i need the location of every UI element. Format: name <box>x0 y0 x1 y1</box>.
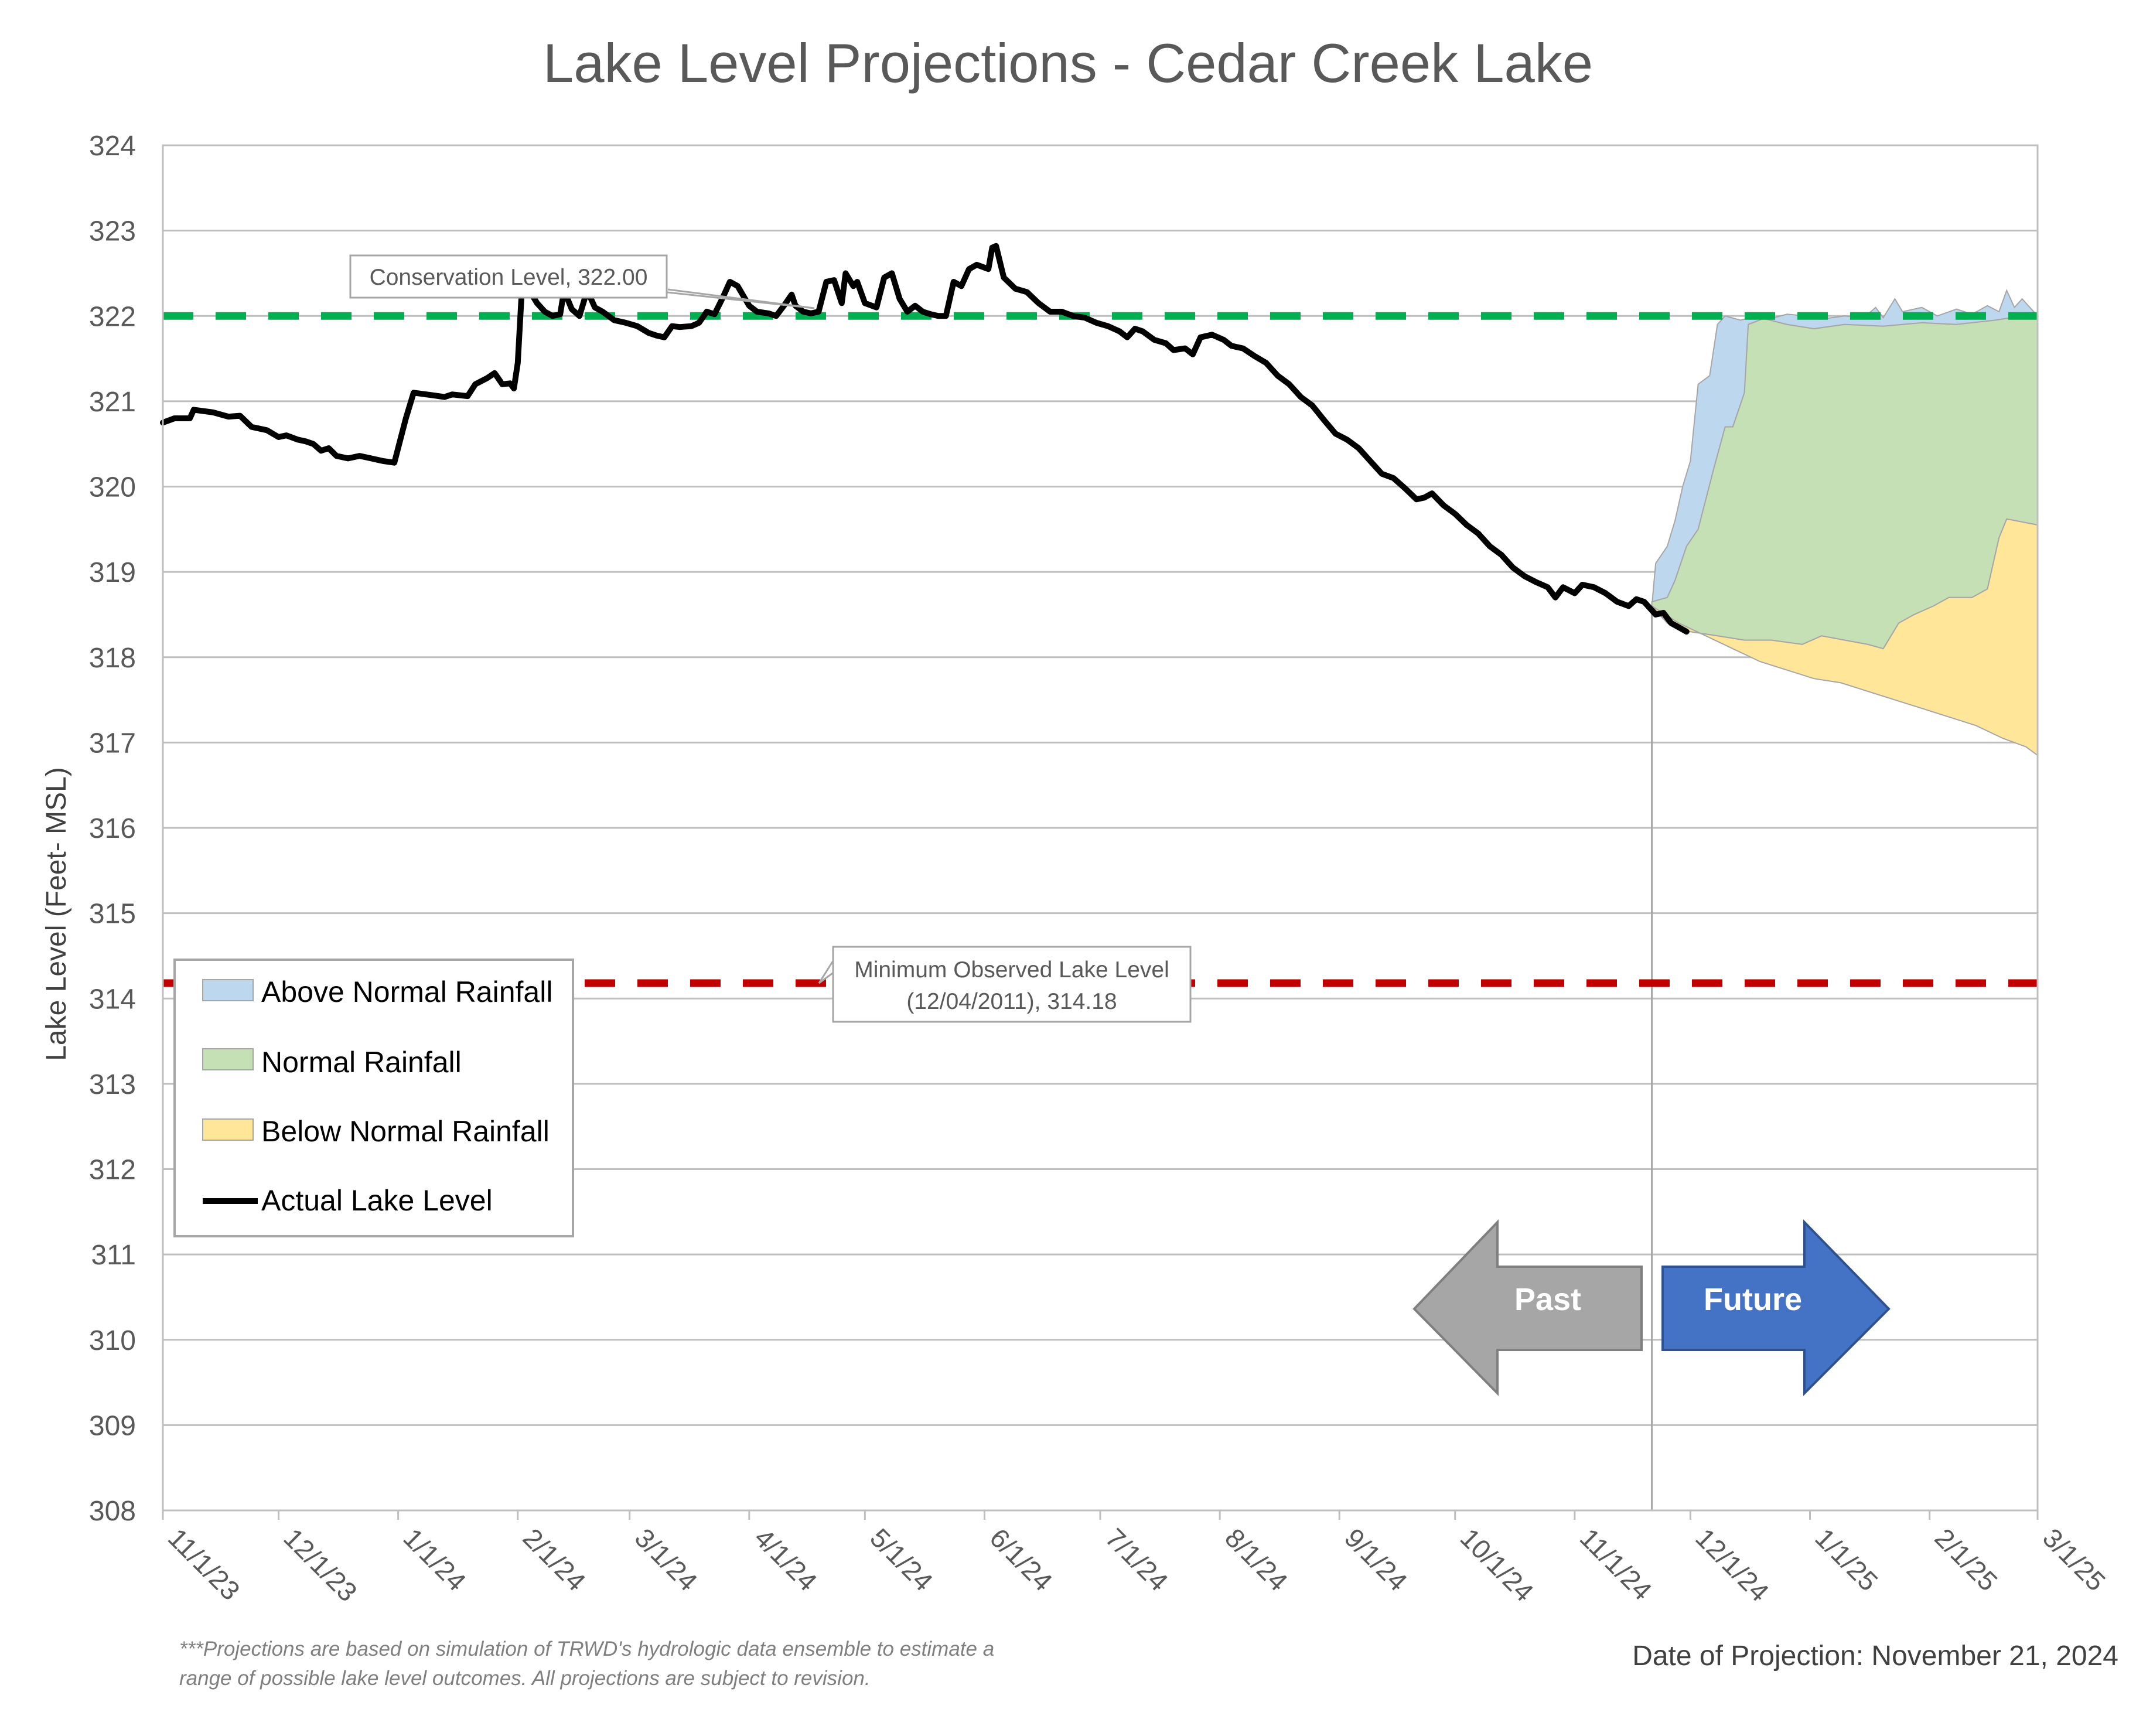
actual-lake-level <box>160 243 1690 635</box>
y-tick-label-312: 312 <box>89 1155 136 1186</box>
legend-label-below-normal: Below Normal Rainfall <box>261 1115 550 1148</box>
area-below-normal <box>1651 518 2038 757</box>
y-tick-label-309: 309 <box>89 1410 136 1441</box>
minimum-level-label-line1: Minimum Observed Lake Level <box>854 957 1169 983</box>
y-tick-label-319: 319 <box>89 557 136 588</box>
past-arrow: Past <box>1412 1219 1643 1396</box>
y-tick-label-317: 317 <box>89 728 136 759</box>
future-arrow: Future <box>1661 1219 1891 1396</box>
conservation-label: Conservation Level, 322.00 <box>370 265 648 290</box>
legend: Above Normal Rainfall Normal Rainfall Be… <box>173 959 574 1237</box>
legend-swatch-below-normal <box>202 1118 254 1141</box>
y-tick-label-324: 324 <box>89 131 136 162</box>
y-tick-label-314: 314 <box>89 984 136 1015</box>
y-tick-label-313: 313 <box>89 1069 136 1100</box>
y-tick-label-308: 308 <box>89 1496 136 1527</box>
y-tick-label-321: 321 <box>89 387 136 418</box>
y-axis-label: Lake Level (Feet- MSL) <box>41 767 72 1061</box>
legend-swatch-above-normal <box>202 979 254 1001</box>
y-tick-label-310: 310 <box>89 1325 136 1356</box>
y-tick-label-323: 323 <box>89 216 136 247</box>
projection-date: Date of Projection: November 21, 2024 <box>1632 1640 2118 1672</box>
future-label: Future <box>1704 1282 1802 1317</box>
projection-areas <box>1651 288 2039 1510</box>
y-tick-label-320: 320 <box>89 472 136 503</box>
y-tick-label-316: 316 <box>89 813 136 844</box>
past-label: Past <box>1514 1282 1581 1317</box>
actual-lake-level-line <box>160 243 1690 635</box>
legend-label-above-normal: Above Normal Rainfall <box>261 976 552 1008</box>
minimum-level-callout: Minimum Observed Lake Level (12/04/2011)… <box>818 946 1192 1023</box>
conservation-callout: Conservation Level, 322.00 <box>349 254 815 309</box>
y-tick-label-318: 318 <box>89 643 136 674</box>
footnote-line1: ***Projections are based on simulation o… <box>179 1638 994 1660</box>
minimum-level-label-line2: (12/04/2011), 314.18 <box>906 989 1117 1014</box>
y-tick-label-315: 315 <box>89 899 136 930</box>
legend-swatch-normal <box>202 1048 254 1070</box>
legend-label-normal: Normal Rainfall <box>261 1046 462 1079</box>
legend-label-actual: Actual Lake Level <box>261 1184 493 1217</box>
footnote-line2: range of possible lake level outcomes. A… <box>179 1667 871 1690</box>
y-tick-label-322: 322 <box>89 301 136 332</box>
chart-title: Lake Level Projections - Cedar Creek Lak… <box>543 32 1593 94</box>
y-tick-label-311: 311 <box>91 1240 136 1271</box>
y-axis-ticks: 308 309 310 311 312 313 314 315 316 317 318 319 320 3… <box>89 131 136 1527</box>
